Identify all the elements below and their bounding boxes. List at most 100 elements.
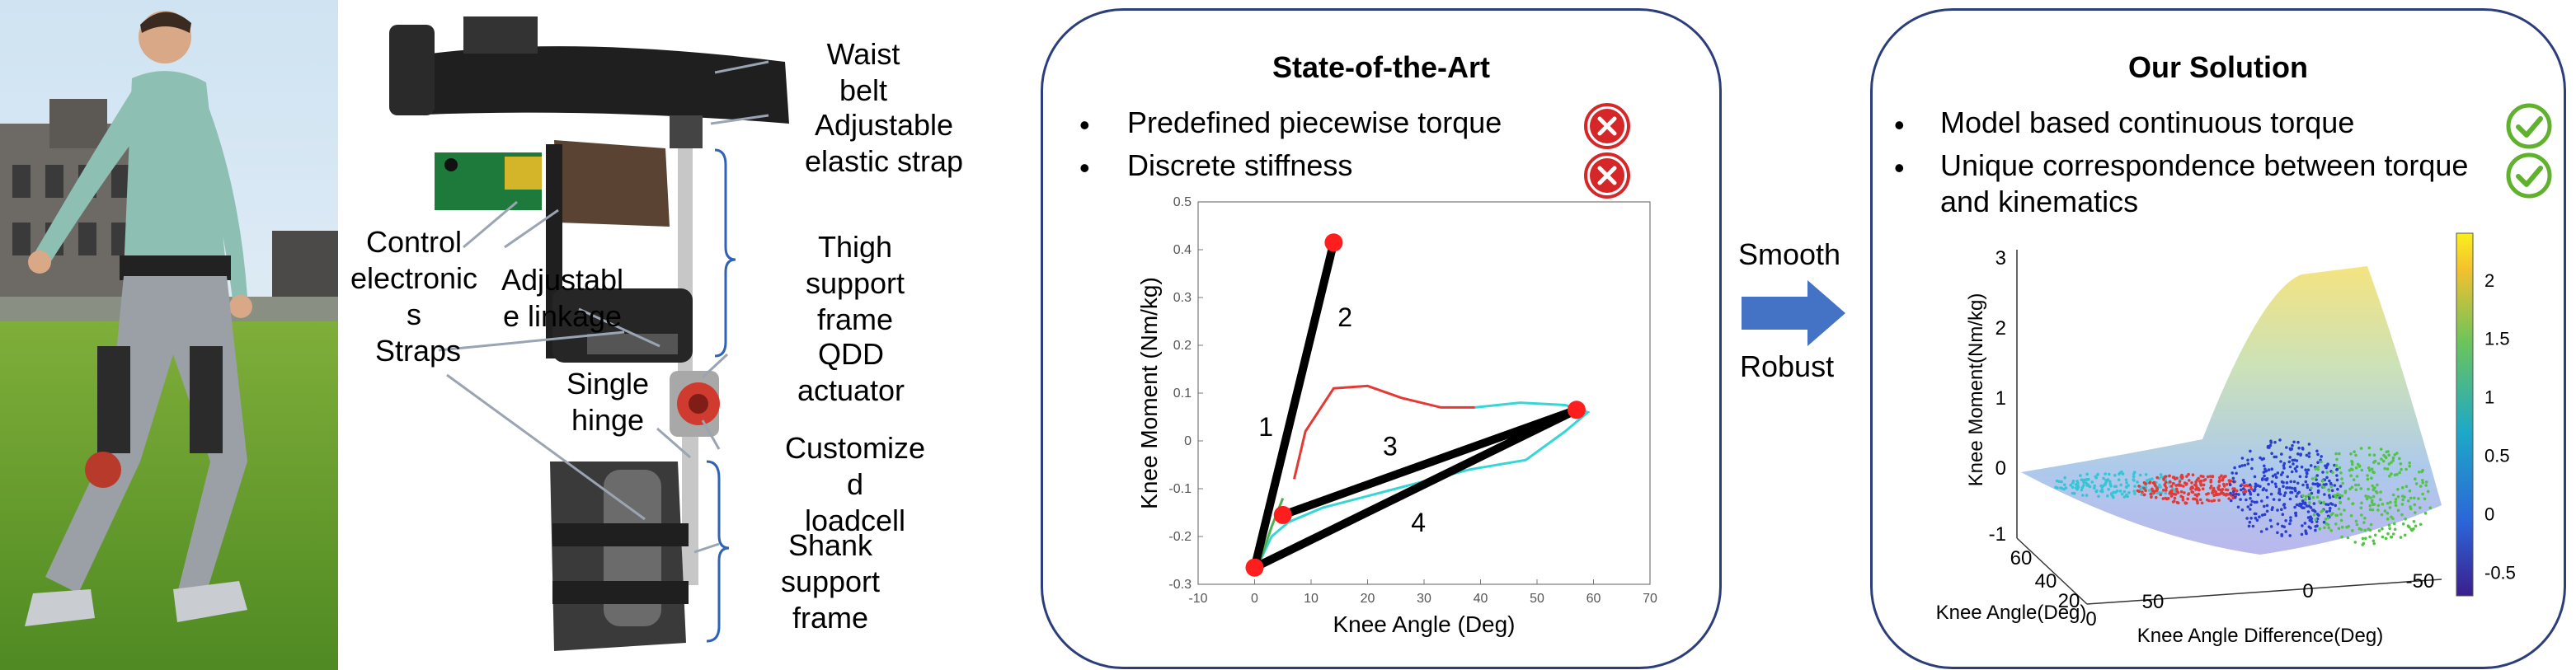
scatter-point	[2315, 482, 2320, 485]
scatter-point	[2212, 486, 2216, 490]
scatter-point	[2127, 484, 2130, 487]
scatter-point	[2388, 506, 2392, 509]
scatter-point	[2285, 480, 2289, 485]
scatter-point	[2400, 503, 2404, 506]
thigh-support-frame-label: Thigh support frame	[805, 230, 905, 336]
scatter-point	[2235, 471, 2238, 476]
scatter-point	[2154, 495, 2158, 499]
scatter-point	[2060, 486, 2064, 490]
scatter-point	[2326, 503, 2330, 507]
scatter-point	[2311, 496, 2315, 499]
scatter-point	[2248, 483, 2252, 487]
scatter-point	[2250, 499, 2254, 504]
scatter-point	[2263, 513, 2267, 517]
scatter-point	[2282, 485, 2285, 488]
scatter-point	[2151, 477, 2154, 480]
scatter-point	[2182, 485, 2185, 488]
scatter-point	[2249, 492, 2253, 496]
scatter-point	[2120, 470, 2123, 474]
scatter-point	[2329, 485, 2334, 489]
scatter-point	[2414, 482, 2419, 485]
scatter-point	[2338, 494, 2342, 497]
scatter-point	[2118, 490, 2122, 493]
scatter-point	[2315, 449, 2319, 453]
scatter-point	[2190, 481, 2193, 485]
scatter-point	[2171, 500, 2175, 504]
scatter-point	[2306, 510, 2310, 513]
scatter-point	[2329, 481, 2333, 485]
scatter-point	[2107, 488, 2110, 491]
scatter-point	[2351, 529, 2354, 532]
scatter-point	[2266, 446, 2270, 449]
scatter-point	[2364, 536, 2367, 541]
scatter-point	[2085, 494, 2089, 497]
scatter-point	[2357, 465, 2362, 468]
scatter-point	[2274, 485, 2278, 489]
scatter-point	[2322, 520, 2326, 524]
scatter-point	[2090, 480, 2094, 484]
scatter-point	[2181, 498, 2185, 502]
scatter-point	[2201, 487, 2205, 490]
scatter-point	[2300, 465, 2304, 469]
scatter-point	[2277, 491, 2281, 495]
scatter-point	[2211, 491, 2214, 494]
scatter-point	[2113, 485, 2117, 489]
scatter-point	[2360, 468, 2364, 472]
y-tick-label: 0	[1184, 434, 1192, 448]
single-hinge-label: Single hinge	[566, 367, 650, 437]
scatter-point	[2304, 494, 2308, 499]
scatter-point	[2054, 485, 2057, 490]
scatter-point	[2383, 466, 2386, 471]
transition-point	[1324, 233, 1343, 252]
scatter-point	[2391, 456, 2395, 460]
scatter-point	[2414, 511, 2417, 514]
scatter-point	[2341, 481, 2344, 485]
scatter-point	[2200, 501, 2204, 505]
scatter-point	[2387, 523, 2391, 527]
scatter-point	[2260, 499, 2263, 503]
scatter-point	[2390, 472, 2393, 476]
scatter-point	[2288, 456, 2292, 459]
scatter-point	[2424, 484, 2428, 487]
scatter-point	[2318, 499, 2321, 504]
scatter-point	[2163, 483, 2166, 486]
scatter-point	[2412, 527, 2415, 531]
scatter-point	[2190, 490, 2193, 494]
scatter-point	[2150, 495, 2153, 499]
scatter-point	[2112, 495, 2115, 499]
scatter-point	[2409, 496, 2413, 500]
scatter-point	[2360, 513, 2363, 517]
scatter-point	[2246, 484, 2249, 488]
scatter-point	[2349, 474, 2353, 477]
scatter-point	[2236, 505, 2240, 509]
scatter-point	[2354, 519, 2358, 523]
scatter-point	[2144, 473, 2148, 476]
scatter-point	[2348, 487, 2352, 491]
scatter-point	[2117, 478, 2121, 481]
scatter-point	[2235, 489, 2239, 493]
scatter-point	[2151, 481, 2155, 485]
scatter-point	[2340, 477, 2343, 480]
scatter-point	[2133, 492, 2136, 495]
scatter-point	[2148, 481, 2151, 485]
colorbar-tick-label: 0.5	[2484, 446, 2510, 466]
scatter-point	[2122, 490, 2127, 494]
scatter-point	[2349, 467, 2353, 471]
scatter-point	[2119, 483, 2122, 487]
scatter-point	[2314, 518, 2318, 522]
scatter-point	[2376, 462, 2381, 466]
scatter-point	[2316, 461, 2320, 464]
scatter-point	[2281, 471, 2284, 475]
scatter-point	[2293, 467, 2297, 471]
scatter-point	[2248, 520, 2252, 524]
scatter-point	[2303, 522, 2307, 525]
x-axis-label: Knee Angle Difference(Deg)	[2137, 625, 2383, 647]
scatter-point	[2172, 492, 2176, 496]
transition-point	[1245, 558, 1264, 577]
colorbar-tick-label: 1.5	[2484, 329, 2510, 349]
scatter-point	[2127, 491, 2131, 494]
scatter-point	[2372, 503, 2375, 506]
scatter-point	[2169, 491, 2172, 495]
scatter-point	[2240, 457, 2245, 460]
scatter-point	[2186, 497, 2189, 501]
